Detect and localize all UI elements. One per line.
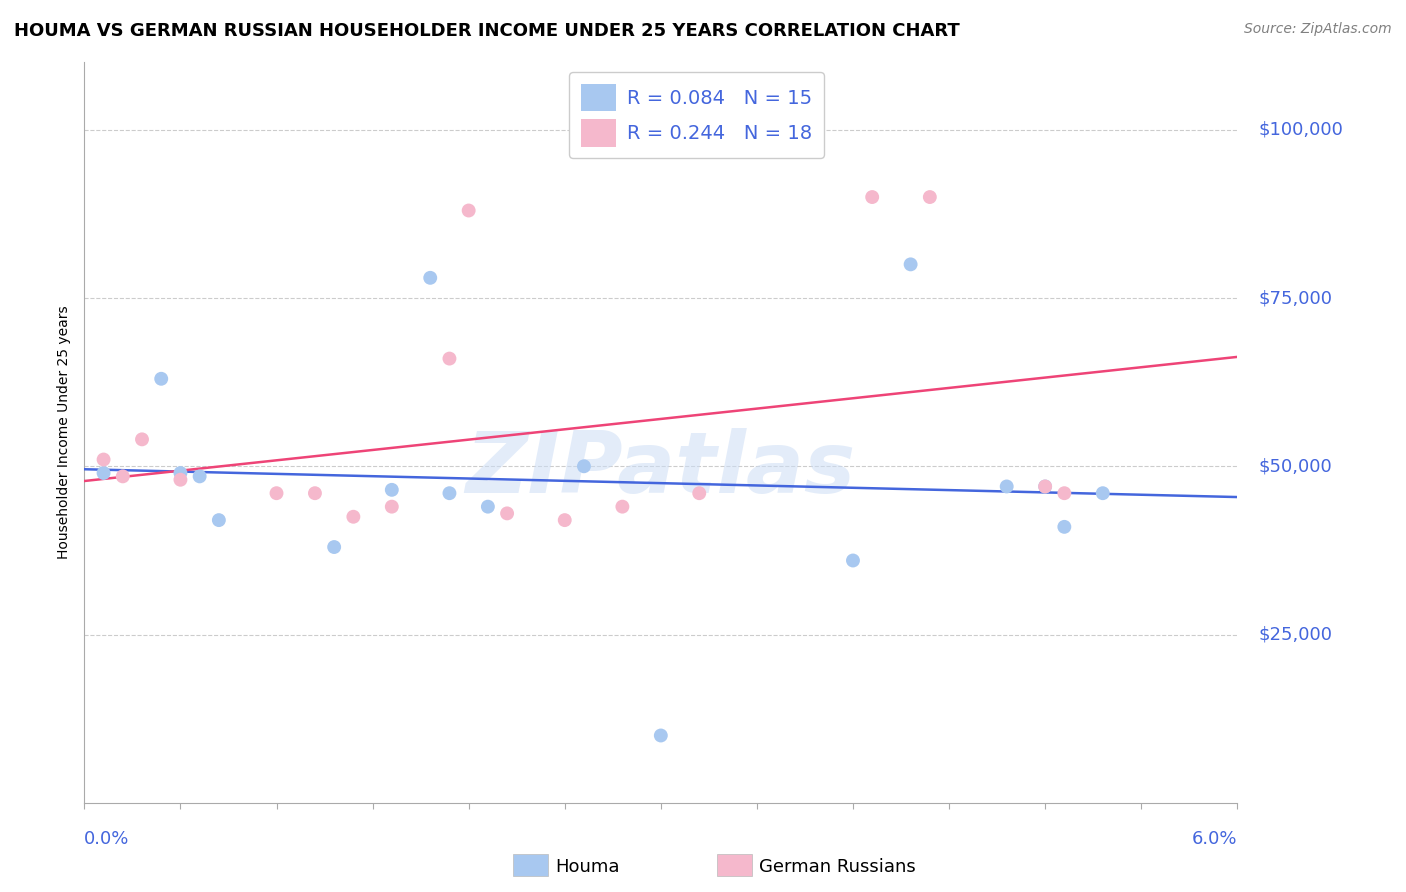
Text: HOUMA VS GERMAN RUSSIAN HOUSEHOLDER INCOME UNDER 25 YEARS CORRELATION CHART: HOUMA VS GERMAN RUSSIAN HOUSEHOLDER INCO…	[14, 22, 960, 40]
Y-axis label: Householder Income Under 25 years: Householder Income Under 25 years	[58, 306, 72, 559]
Point	[131, 433, 153, 447]
Point	[111, 469, 134, 483]
Text: 6.0%: 6.0%	[1192, 830, 1237, 847]
Point	[188, 469, 211, 483]
Text: $25,000: $25,000	[1258, 625, 1333, 643]
Text: 0.0%: 0.0%	[84, 830, 129, 847]
Point	[169, 473, 191, 487]
Point	[439, 486, 461, 500]
Point	[323, 540, 346, 554]
Point	[1033, 479, 1056, 493]
Legend: R = 0.084   N = 15, R = 0.244   N = 18: R = 0.084 N = 15, R = 0.244 N = 18	[569, 72, 824, 158]
Point	[477, 500, 499, 514]
Point	[1053, 486, 1076, 500]
Point	[150, 372, 173, 386]
Point	[572, 459, 595, 474]
Point	[688, 486, 710, 500]
Point	[457, 203, 479, 218]
Point	[1033, 479, 1056, 493]
Point	[342, 509, 364, 524]
Point	[995, 479, 1018, 493]
Point	[266, 486, 288, 500]
Point	[169, 466, 191, 480]
Point	[419, 270, 441, 285]
Point	[1053, 520, 1076, 534]
Point	[93, 466, 115, 480]
Text: Source: ZipAtlas.com: Source: ZipAtlas.com	[1244, 22, 1392, 37]
Point	[381, 483, 404, 497]
Point	[860, 190, 883, 204]
Point	[1091, 486, 1114, 500]
Point	[439, 351, 461, 366]
Point	[554, 513, 576, 527]
Text: $50,000: $50,000	[1258, 458, 1331, 475]
Point	[900, 257, 922, 271]
Point	[93, 452, 115, 467]
Point	[381, 500, 404, 514]
Text: $100,000: $100,000	[1258, 120, 1343, 139]
Text: ZIPatlas: ZIPatlas	[465, 428, 856, 511]
Point	[208, 513, 231, 527]
Point	[304, 486, 326, 500]
Point	[612, 500, 634, 514]
Point	[496, 507, 519, 521]
Text: $75,000: $75,000	[1258, 289, 1333, 307]
Point	[650, 729, 672, 743]
Point	[918, 190, 941, 204]
Text: German Russians: German Russians	[759, 858, 915, 876]
Text: Houma: Houma	[555, 858, 620, 876]
Point	[842, 553, 865, 567]
